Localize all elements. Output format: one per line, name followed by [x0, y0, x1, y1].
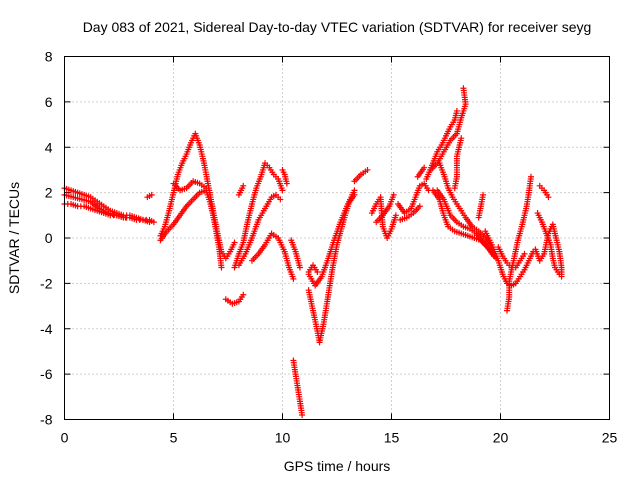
series-seg4: [144, 191, 155, 201]
data-point: [231, 239, 238, 246]
data-point: [218, 264, 225, 271]
x-tick-label: 0: [61, 430, 69, 446]
x-axis-label: GPS time / hours: [284, 458, 391, 474]
series-seg21: [373, 191, 397, 226]
y-tick-label: 4: [45, 139, 53, 155]
series-seg9: [231, 160, 286, 271]
series-seg13: [279, 166, 290, 187]
series-seg30: [451, 135, 465, 192]
x-tick-label: 15: [384, 430, 400, 446]
series-seg19: [351, 166, 371, 185]
data-point: [122, 214, 129, 221]
x-tick-label: 10: [275, 430, 291, 446]
series-seg8: [222, 291, 247, 307]
data-point: [279, 187, 286, 194]
data-point: [451, 185, 458, 192]
data-point: [390, 191, 397, 198]
series-seg22: [395, 180, 432, 217]
data-point: [480, 191, 487, 198]
data-point: [364, 166, 371, 173]
data-point: [416, 203, 423, 210]
data-point: [453, 107, 460, 114]
data-point: [148, 191, 155, 198]
y-tick-label: -4: [40, 321, 53, 337]
series-seg10: [235, 191, 284, 269]
data-point: [299, 411, 306, 418]
series-seg31: [475, 191, 487, 221]
data-point: [314, 269, 321, 276]
y-tick-label: 8: [45, 49, 53, 65]
series-seg23: [397, 203, 423, 223]
x-tick-label: 5: [170, 430, 178, 446]
data-point: [296, 264, 303, 271]
series-seg12: [248, 230, 297, 282]
y-tick-label: -6: [40, 366, 53, 382]
data-point: [545, 194, 552, 201]
series-seg18: [305, 262, 321, 276]
data-point: [240, 182, 247, 189]
series-seg36: [534, 210, 563, 278]
data-point: [277, 196, 284, 203]
data-point: [290, 275, 297, 282]
series-seg7: [170, 178, 210, 194]
x-tick-labels: 0 5 10 15 20 25: [61, 430, 618, 446]
y-tick-label: -2: [40, 275, 53, 291]
chart-title: Day 083 of 2021, Sidereal Day-to-day VTE…: [83, 19, 592, 35]
x-tick-label: 25: [602, 430, 618, 446]
data-point: [283, 180, 290, 187]
data-point: [392, 212, 399, 219]
y-axis-label: SDTVAR / TECUs: [6, 182, 22, 294]
series-seg37: [536, 182, 552, 201]
y-tick-label: 0: [45, 230, 53, 246]
series-seg3: [61, 191, 129, 221]
series-seg24: [414, 164, 428, 180]
data-points: [61, 85, 565, 418]
series-seg20: [368, 194, 399, 241]
data-point: [521, 250, 528, 257]
series-seg17: [305, 191, 358, 289]
y-tick-label: 6: [45, 94, 53, 110]
y-tick-labels: 8 6 4 2 0 -2 -4 -6 -8: [40, 49, 53, 428]
data-point: [146, 219, 153, 226]
series-seg6: [157, 187, 225, 271]
series-seg26: [427, 85, 469, 173]
data-point: [421, 164, 428, 171]
data-point: [528, 173, 535, 180]
series-seg15: [290, 357, 306, 418]
data-point: [556, 271, 563, 278]
series-seg34: [504, 173, 535, 314]
data-point: [240, 291, 247, 298]
plot-frame: [64, 56, 610, 420]
data-point: [351, 191, 358, 198]
y-tick-label: 2: [45, 185, 53, 201]
series-seg14: [288, 237, 303, 271]
data-point: [203, 185, 210, 192]
x-tick-label: 20: [493, 430, 509, 446]
y-tick-label: -8: [40, 412, 53, 428]
series-seg11: [235, 182, 247, 198]
data-point: [460, 85, 467, 92]
